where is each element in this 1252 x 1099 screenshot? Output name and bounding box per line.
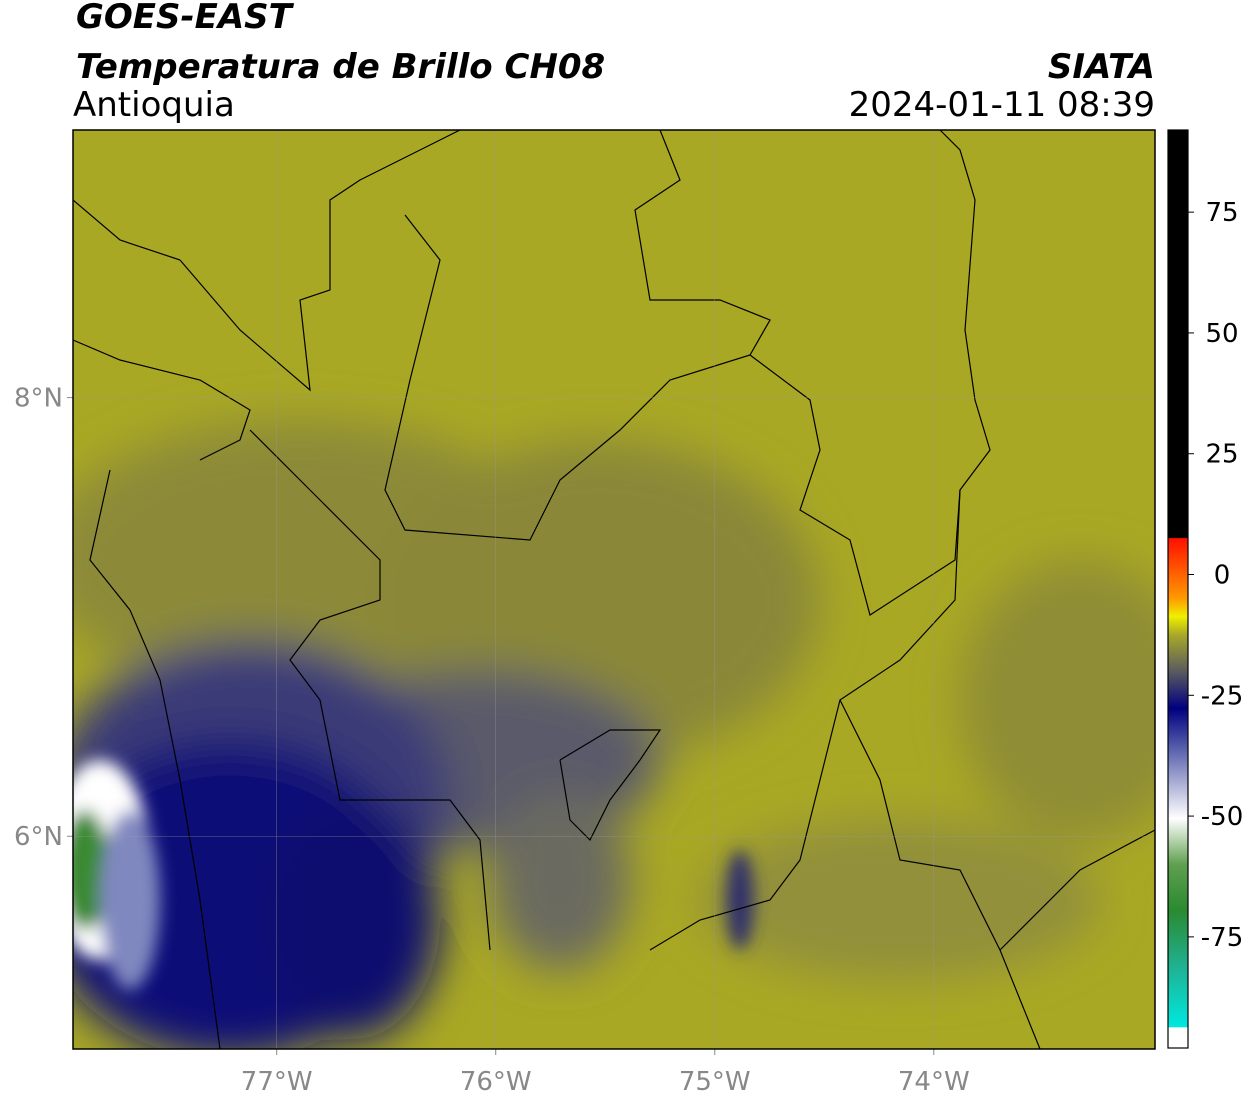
colorbar-tick-label: 0 bbox=[1214, 561, 1231, 591]
colorbar-tick-label: 25 bbox=[1205, 440, 1238, 470]
source: SIATA bbox=[1048, 47, 1155, 87]
lon-tick-label: 76°W bbox=[460, 1067, 532, 1097]
colorbar bbox=[1167, 129, 1189, 1049]
colorbar-tick-label: -75 bbox=[1201, 923, 1243, 953]
lon-tick-label: 74°W bbox=[898, 1067, 970, 1097]
colorbar-ticks: 75 50 25 0 -25 -50 -75 bbox=[1188, 198, 1243, 953]
map-frame bbox=[72, 129, 1156, 1050]
colorbar-tick-label: 50 bbox=[1205, 319, 1238, 349]
map-field bbox=[73, 130, 1155, 1049]
subtitle: Temperatura de Brillo CH08 bbox=[76, 47, 605, 87]
title: GOES-EAST bbox=[76, 0, 295, 37]
graticule: 77°W 76°W 75°W 74°W 8°N 6°N bbox=[14, 130, 1155, 1097]
lon-tick-label: 77°W bbox=[241, 1067, 313, 1097]
region: Antioquia bbox=[73, 85, 235, 125]
lat-tick-label: 8°N bbox=[14, 384, 63, 414]
colorbar-tick-label: -50 bbox=[1201, 802, 1243, 832]
colorbar-tick-label: 75 bbox=[1205, 198, 1238, 228]
lon-tick-label: 75°W bbox=[679, 1067, 751, 1097]
datetime: 2024-01-11 08:39 bbox=[849, 85, 1155, 125]
lat-tick-label: 6°N bbox=[14, 822, 63, 852]
colorbar-tick-label: -25 bbox=[1201, 681, 1243, 711]
